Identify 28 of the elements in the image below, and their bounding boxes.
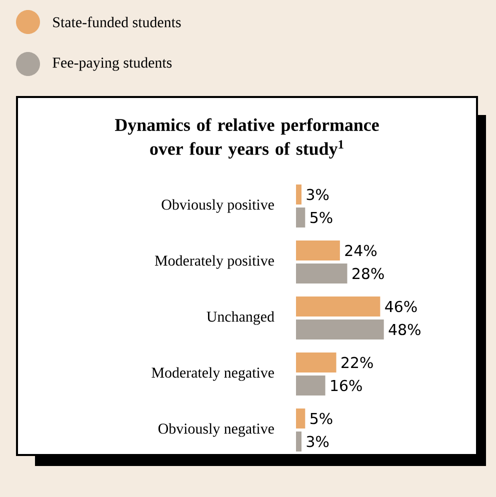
y-tick-label: Moderately positive <box>154 255 274 269</box>
data-label: 46% <box>385 300 417 312</box>
bar <box>296 432 302 452</box>
y-tick-label: Obviously positive <box>162 199 274 213</box>
chart-title: Dynamics of relative performance over four years of study$^{1}$ <box>115 118 379 159</box>
data-label: 5% <box>310 412 332 424</box>
data-label: 24% <box>345 244 377 256</box>
bar <box>296 352 336 373</box>
bar <box>296 376 326 396</box>
data-label: 16% <box>331 380 362 392</box>
bar <box>296 296 380 316</box>
legend-label: State-funded students <box>53 16 181 28</box>
y-tick-label: Obviously negative <box>158 423 274 437</box>
data-label: 22% <box>342 356 373 368</box>
data-label: 28% <box>352 268 384 280</box>
y-tick-label: Unchanged <box>206 311 274 325</box>
data-label: 5% <box>310 212 332 224</box>
bar <box>296 184 302 204</box>
bar <box>296 264 348 284</box>
bar <box>296 208 306 228</box>
bar <box>296 240 340 260</box>
bar <box>296 320 384 340</box>
data-label: 3% <box>306 436 329 448</box>
data-label: 48% <box>388 324 420 336</box>
legend-label: Fee-paying students <box>52 57 172 71</box>
y-tick-label: Moderately negative <box>152 367 274 381</box>
bar <box>296 408 306 429</box>
data-label: 3% <box>306 188 329 200</box>
